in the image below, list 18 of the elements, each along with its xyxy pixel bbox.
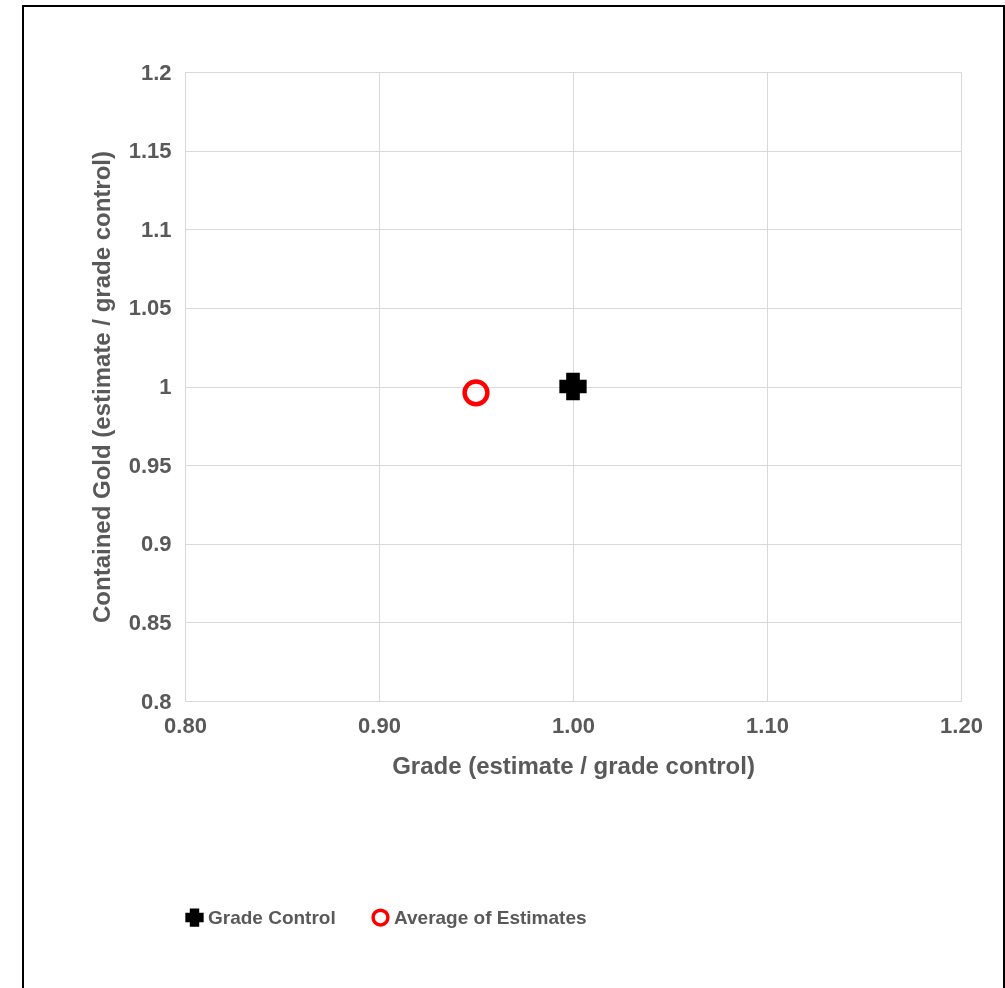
x-tick-label: 0.90 <box>358 712 401 738</box>
y-tick-label: 1 <box>159 374 172 399</box>
y-tick-label: 0.8 <box>140 688 172 714</box>
y-tick-label: 0.85 <box>128 609 172 635</box>
y-tick-label: 0.95 <box>128 452 172 478</box>
x-tick-label: 1.20 <box>940 712 983 738</box>
x-tick-label: 1.10 <box>746 712 789 738</box>
y-tick-label: 1.2 <box>140 59 172 85</box>
x-tick-label: 0.80 <box>164 712 207 738</box>
legend-label: Grade Control <box>208 906 336 928</box>
y-tick-label: 1.05 <box>128 295 172 321</box>
x-tick-label: 1.00 <box>552 712 595 738</box>
y-tick-label: 0.9 <box>140 531 172 557</box>
y-tick-label: 1.1 <box>140 216 172 242</box>
legend-label: Average of Estimates <box>394 906 587 928</box>
x-axis-title: Grade (estimate / grade control) <box>392 751 755 779</box>
y-axis-title: Contained Gold (estimate / grade control) <box>87 150 115 624</box>
y-tick-label: 1.15 <box>128 138 172 164</box>
